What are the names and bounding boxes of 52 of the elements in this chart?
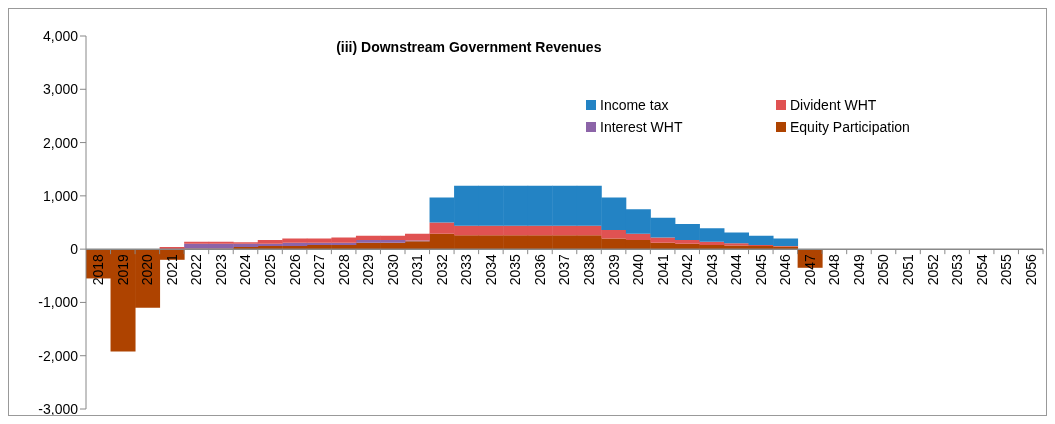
x-tick-label: 2031: [409, 253, 426, 286]
x-tick-label: 2044: [728, 253, 745, 286]
chart-title: (iii) Downstream Government Revenues: [336, 39, 602, 55]
x-tick-label: 2030: [384, 253, 401, 286]
x-tick-label: 2034: [482, 253, 499, 286]
x-tick-label: 2029: [360, 253, 377, 286]
x-tick-label: 2055: [998, 253, 1015, 286]
x-tick-label: 2019: [114, 253, 131, 286]
legend-label: Interest WHT: [599, 119, 684, 135]
x-tick-label: 2051: [900, 253, 917, 286]
legend-label: Income tax: [599, 97, 670, 113]
x-tick-label: 2046: [777, 253, 794, 286]
x-tick-label: 2020: [139, 253, 156, 286]
y-tick-label: 4,000: [42, 27, 79, 44]
y-tick-label: -1,000: [38, 294, 79, 311]
x-tick-label: 2035: [507, 253, 524, 286]
x-tick-label: 2047: [801, 253, 818, 286]
y-tick-label: 1,000: [42, 187, 79, 204]
x-tick-label: 2041: [654, 253, 671, 286]
y-tick-label: -3,000: [38, 400, 79, 417]
x-tick-label: 2049: [850, 253, 867, 286]
x-tick-label: 2028: [335, 253, 352, 286]
x-tick-label: 2043: [703, 253, 720, 286]
x-tick-label: 2045: [752, 253, 769, 286]
x-tick-label: 2022: [188, 253, 205, 286]
x-tick-label: 2039: [605, 253, 622, 286]
x-tick-label: 2038: [581, 253, 598, 286]
x-tick-label: 2037: [556, 253, 573, 286]
x-tick-label: 2027: [311, 253, 328, 286]
x-tick-label: 2018: [90, 253, 107, 286]
y-tick-label: 0: [70, 241, 79, 258]
y-tick-label: 2,000: [42, 134, 79, 151]
x-tick-label: 2021: [163, 253, 180, 286]
x-tick-label: 2053: [949, 253, 966, 286]
x-tick-label: 2054: [973, 253, 990, 286]
y-tick-label: 3,000: [42, 81, 79, 98]
x-tick-label: 2048: [826, 253, 843, 286]
x-tick-label: 2024: [237, 253, 254, 286]
x-tick-label: 2033: [458, 253, 475, 286]
legend-label: Equity Participation: [789, 119, 911, 135]
x-tick-label: 2056: [1022, 253, 1039, 286]
x-tick-label: 2023: [212, 253, 229, 286]
x-tick-label: 2052: [924, 253, 941, 286]
x-tick-label: 2032: [433, 253, 450, 286]
x-tick-label: 2050: [875, 253, 892, 286]
x-tick-label: 2025: [262, 253, 279, 286]
legend-label: Divident WHT: [789, 97, 878, 113]
x-tick-label: 2042: [679, 253, 696, 286]
x-tick-label: 2036: [531, 253, 548, 286]
x-tick-label: 2040: [630, 253, 647, 286]
y-tick-label: -2,000: [38, 347, 79, 364]
x-tick-label: 2026: [286, 253, 303, 286]
